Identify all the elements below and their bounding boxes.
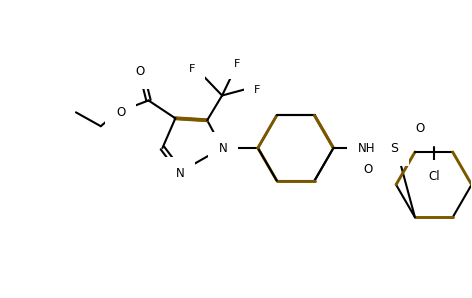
Text: Cl: Cl: [428, 170, 439, 183]
Text: F: F: [253, 85, 260, 94]
Text: S: S: [390, 142, 398, 154]
Text: O: O: [135, 65, 144, 78]
Text: NH: NH: [357, 142, 375, 154]
Text: O: O: [415, 122, 424, 135]
Text: O: O: [363, 163, 373, 176]
Text: F: F: [234, 59, 240, 69]
Text: F: F: [189, 64, 195, 74]
Text: N: N: [176, 167, 185, 180]
Text: O: O: [116, 106, 125, 119]
Text: N: N: [219, 142, 228, 156]
